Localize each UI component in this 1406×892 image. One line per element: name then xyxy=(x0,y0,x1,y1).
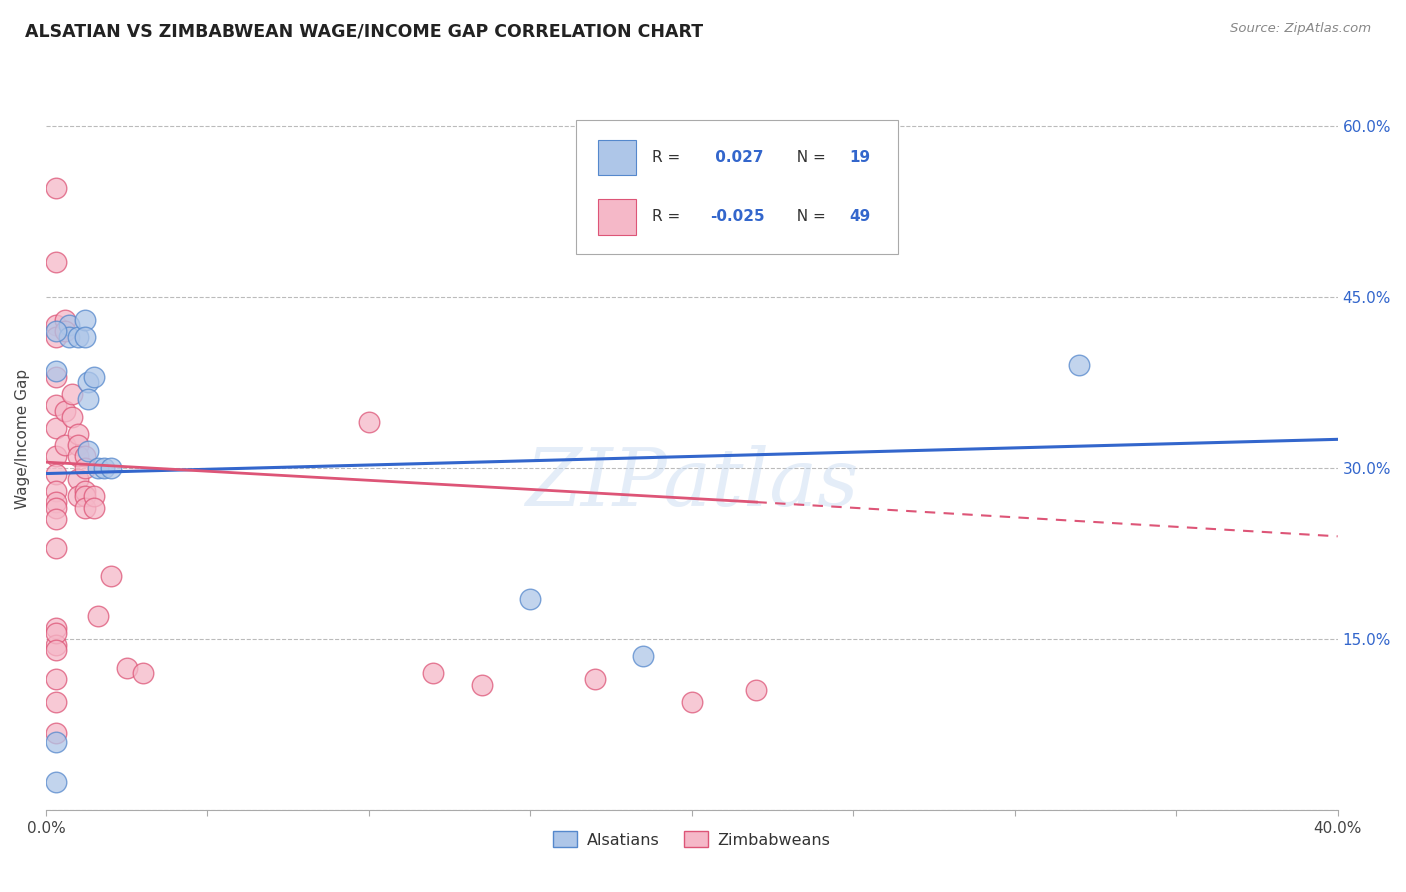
Y-axis label: Wage/Income Gap: Wage/Income Gap xyxy=(15,369,30,509)
Point xyxy=(45,734,67,748)
Point xyxy=(471,678,494,692)
Point xyxy=(100,569,122,583)
Point xyxy=(77,392,100,407)
Text: Source: ZipAtlas.com: Source: ZipAtlas.com xyxy=(1230,22,1371,36)
Point xyxy=(45,369,67,384)
Text: N =: N = xyxy=(787,210,831,225)
Point xyxy=(45,774,67,789)
Point xyxy=(45,512,67,526)
Point xyxy=(53,312,76,326)
Point xyxy=(357,415,380,429)
Point xyxy=(45,643,67,657)
Point xyxy=(45,324,67,338)
Point xyxy=(100,461,122,475)
Point xyxy=(633,649,655,664)
Point xyxy=(45,626,67,640)
Text: R =: R = xyxy=(652,210,685,225)
Point xyxy=(45,541,67,555)
Point xyxy=(53,438,76,452)
Point xyxy=(73,483,96,498)
Point xyxy=(83,500,105,515)
Point xyxy=(45,421,67,435)
Point xyxy=(132,666,155,681)
Point xyxy=(1069,358,1091,372)
Point xyxy=(73,489,96,503)
Point xyxy=(45,398,67,412)
Point xyxy=(86,461,108,475)
Point xyxy=(67,426,90,441)
Point xyxy=(83,369,105,384)
Point xyxy=(583,672,606,686)
FancyBboxPatch shape xyxy=(598,199,637,235)
Point xyxy=(83,489,105,503)
FancyBboxPatch shape xyxy=(575,120,898,254)
Point xyxy=(60,386,83,401)
Text: 0.027: 0.027 xyxy=(710,150,763,165)
Point xyxy=(45,450,67,464)
Point xyxy=(73,500,96,515)
Point xyxy=(115,660,138,674)
Point xyxy=(73,461,96,475)
Point xyxy=(73,450,96,464)
Text: ZIPatlas: ZIPatlas xyxy=(524,445,859,523)
Point xyxy=(86,609,108,624)
Text: 19: 19 xyxy=(849,150,870,165)
Text: 49: 49 xyxy=(849,210,870,225)
Text: ALSATIAN VS ZIMBABWEAN WAGE/INCOME GAP CORRELATION CHART: ALSATIAN VS ZIMBABWEAN WAGE/INCOME GAP C… xyxy=(25,22,703,40)
Point xyxy=(422,666,444,681)
Point xyxy=(77,443,100,458)
Text: R =: R = xyxy=(652,150,685,165)
Legend: Alsatians, Zimbabweans: Alsatians, Zimbabweans xyxy=(547,825,837,854)
Point xyxy=(53,404,76,418)
Point xyxy=(77,376,100,390)
FancyBboxPatch shape xyxy=(598,140,637,176)
Point xyxy=(45,318,67,333)
Point xyxy=(745,683,768,698)
Point xyxy=(45,255,67,269)
Point xyxy=(45,181,67,195)
Point xyxy=(45,329,67,343)
Point xyxy=(67,438,90,452)
Point xyxy=(67,489,90,503)
Point xyxy=(45,638,67,652)
Point xyxy=(60,409,83,424)
Point xyxy=(93,461,115,475)
Point xyxy=(45,495,67,509)
Text: N =: N = xyxy=(787,150,831,165)
Point xyxy=(681,695,703,709)
Point xyxy=(67,329,90,343)
Point xyxy=(45,672,67,686)
Point xyxy=(45,500,67,515)
Text: -0.025: -0.025 xyxy=(710,210,765,225)
Point xyxy=(58,329,80,343)
Point xyxy=(53,324,76,338)
Point xyxy=(67,450,90,464)
Point xyxy=(58,318,80,333)
Point xyxy=(45,695,67,709)
Point xyxy=(45,364,67,378)
Point xyxy=(45,621,67,635)
Point xyxy=(45,467,67,481)
Point xyxy=(73,329,96,343)
Point xyxy=(73,312,96,326)
Point xyxy=(67,472,90,486)
Point xyxy=(519,592,541,607)
Point xyxy=(45,725,67,739)
Point xyxy=(45,483,67,498)
